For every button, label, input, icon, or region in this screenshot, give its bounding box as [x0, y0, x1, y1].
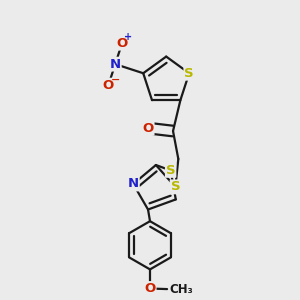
Text: S: S — [171, 180, 180, 194]
Text: +: + — [124, 32, 133, 42]
Text: O: O — [116, 37, 128, 50]
Text: N: N — [128, 178, 139, 190]
Text: CH₃: CH₃ — [169, 283, 193, 296]
Text: O: O — [144, 282, 156, 295]
Text: S: S — [184, 67, 194, 80]
Text: O: O — [103, 79, 114, 92]
Text: −: − — [111, 75, 121, 85]
Text: S: S — [166, 164, 175, 177]
Text: N: N — [110, 58, 121, 70]
Text: O: O — [142, 122, 154, 135]
